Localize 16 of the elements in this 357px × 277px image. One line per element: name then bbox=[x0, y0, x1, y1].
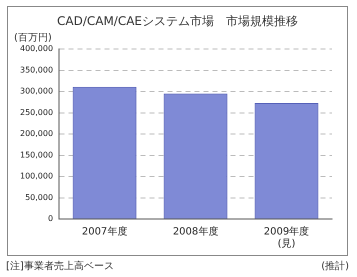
text: [注]事業者売上高ベース bbox=[6, 260, 114, 273]
y-tick-label: 0 bbox=[48, 214, 54, 224]
y-tick-label: 200,000 bbox=[20, 129, 54, 138]
y-tick-label: 250,000 bbox=[20, 108, 54, 117]
y-tick-label: 100,000 bbox=[20, 172, 54, 181]
text: (推計) bbox=[321, 260, 349, 273]
chart-title: CAD/CAM/CAEシステム市場 市場規模推移 bbox=[56, 13, 300, 30]
x-tick-label: 2007年度 bbox=[82, 226, 128, 238]
y-tick-label: 400,000 bbox=[20, 44, 54, 54]
y-tick-label: 150,000 bbox=[20, 150, 54, 160]
y-tick-label: 350,000 bbox=[20, 65, 54, 74]
y-axis-title: (百万円) bbox=[14, 32, 52, 44]
x-tick-label: 2008年度 bbox=[172, 226, 218, 238]
y-tick-label: 300,000 bbox=[20, 86, 54, 96]
x-tick-label: 2009年度 (見) bbox=[264, 226, 310, 250]
y-tick-label: 50,000 bbox=[25, 192, 54, 202]
